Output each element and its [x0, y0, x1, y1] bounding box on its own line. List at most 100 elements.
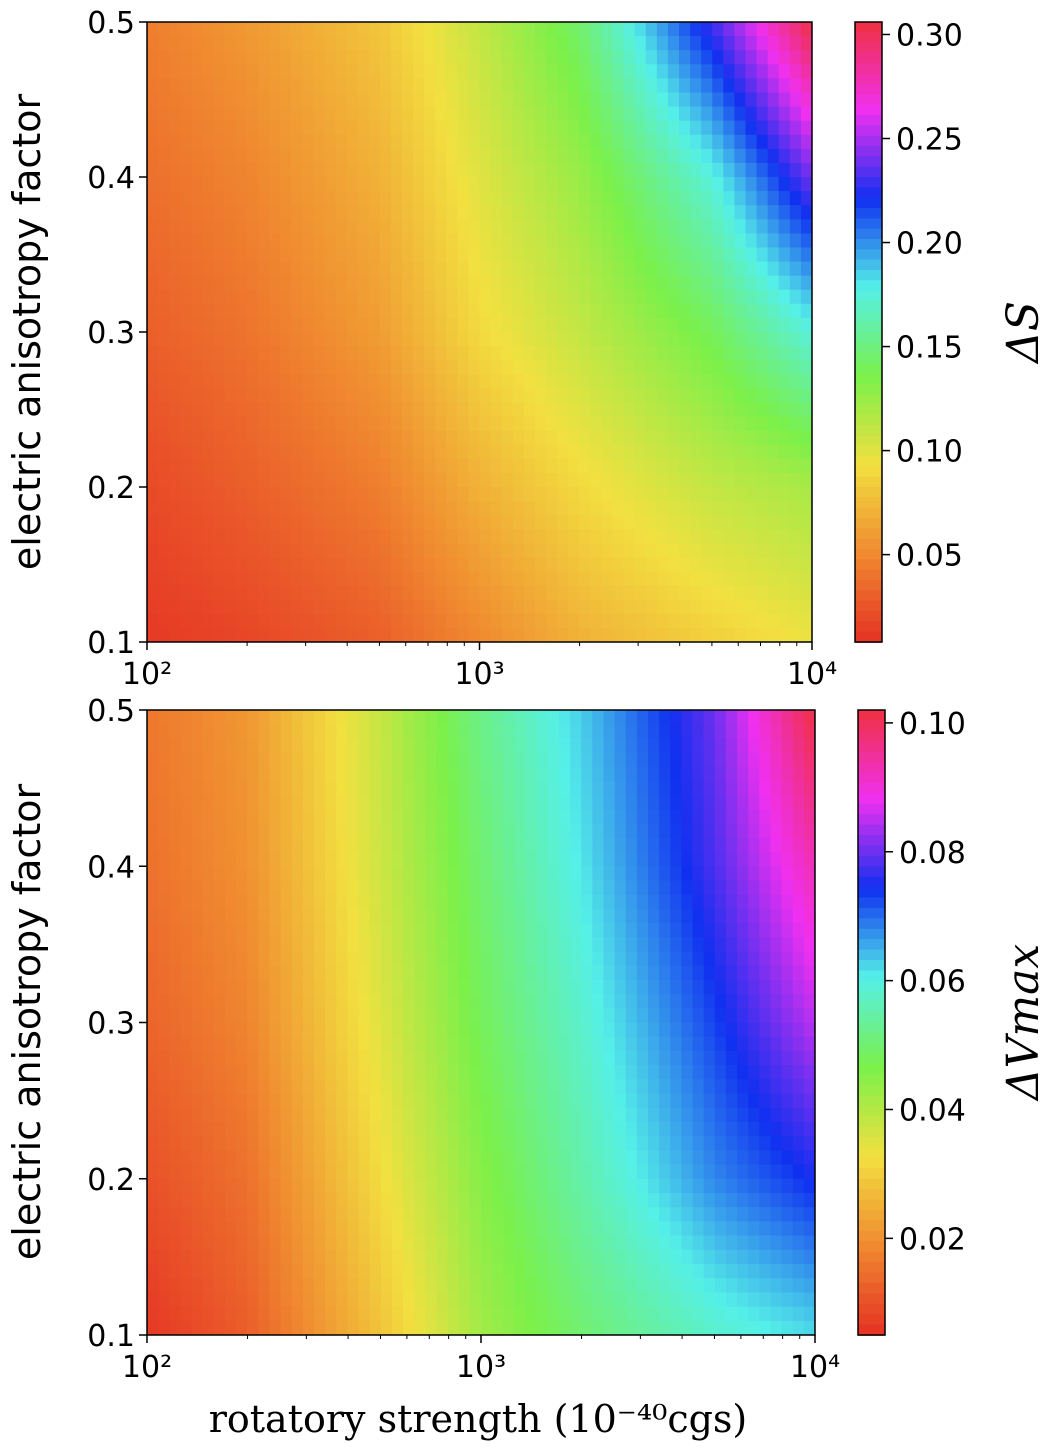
heat-cell	[224, 571, 237, 587]
heat-cell	[536, 866, 549, 882]
heat-cell	[169, 247, 182, 263]
heat-cell	[568, 487, 581, 502]
heat-cell	[413, 430, 425, 446]
heat-cell	[191, 543, 204, 559]
heat-cell	[570, 837, 582, 853]
heat-cell	[634, 501, 647, 516]
heat-cell	[670, 1278, 683, 1294]
heat-cell	[789, 64, 802, 80]
heat-cell	[557, 529, 569, 545]
heat-cell	[667, 148, 680, 164]
heat-cell	[481, 1107, 493, 1123]
heat-cell	[368, 275, 381, 291]
heat-cell	[213, 529, 226, 545]
heat-cell	[425, 795, 438, 811]
heat-cell	[512, 360, 525, 376]
heat-cell	[379, 515, 392, 531]
heat-cell	[158, 809, 171, 825]
heat-cell	[236, 724, 248, 740]
heat-cell	[546, 374, 558, 390]
heat-cell	[180, 261, 193, 277]
heat-cell	[623, 289, 636, 305]
heat-cell	[481, 710, 493, 725]
heat-cell	[224, 599, 237, 615]
heat-cell	[147, 332, 159, 347]
heat-cell	[379, 458, 392, 474]
heat-cell	[789, 557, 802, 573]
heat-cell	[667, 346, 680, 361]
heat-cell	[280, 837, 293, 853]
heat-cell	[481, 1292, 493, 1308]
heat-cell	[457, 557, 470, 573]
heat-cell	[403, 979, 415, 995]
heat-cell	[558, 823, 571, 839]
heat-cell	[690, 36, 702, 51]
x-tick-label: 10²	[122, 657, 172, 692]
heat-cell	[357, 162, 370, 178]
colorbar-band	[855, 373, 882, 385]
heat-cell	[581, 795, 594, 811]
heat-cell	[523, 191, 536, 206]
heat-cell	[523, 599, 536, 615]
heat-cell	[258, 937, 271, 953]
heat-cell	[703, 923, 716, 939]
heat-cell	[291, 177, 303, 192]
heat-cell	[380, 1079, 393, 1095]
heat-cell	[380, 1263, 393, 1279]
heat-cell	[557, 205, 569, 221]
heat-cell	[435, 134, 448, 150]
heat-cell	[648, 1221, 660, 1237]
heat-cell	[202, 557, 215, 573]
heat-cell	[380, 1036, 393, 1052]
heat-cell	[679, 416, 691, 432]
heat-cell	[158, 402, 170, 418]
heat-cell	[213, 134, 226, 150]
heat-cell	[235, 233, 248, 249]
heat-cell	[380, 1150, 393, 1166]
heat-cell	[501, 36, 514, 51]
heat-cell	[570, 1306, 582, 1322]
heat-cell	[723, 148, 736, 164]
heat-cell	[503, 1207, 516, 1223]
heat-cell	[636, 809, 649, 825]
heat-cell	[667, 416, 680, 432]
heat-cell	[413, 627, 425, 642]
heat-cell	[592, 908, 605, 924]
heat-cell	[368, 529, 381, 545]
heat-cell	[656, 374, 669, 390]
heat-cell	[424, 78, 436, 94]
colorbar-band	[855, 569, 882, 581]
heat-cell	[257, 416, 270, 432]
heat-cell	[525, 1065, 538, 1081]
heat-cell	[612, 501, 625, 516]
heat-cell	[403, 1164, 415, 1180]
y-tick-label: 0.3	[87, 316, 135, 351]
heat-cell	[368, 430, 381, 446]
heat-cell	[523, 557, 536, 573]
heat-cell	[469, 1292, 482, 1308]
heat-cell	[169, 781, 182, 797]
heat-cell	[546, 346, 558, 361]
heat-cell	[336, 994, 349, 1010]
heat-cell	[623, 205, 636, 221]
heat-cell	[625, 781, 638, 797]
heat-cell	[625, 908, 638, 924]
heat-cell	[302, 724, 315, 740]
heat-cell	[734, 529, 747, 545]
heat-cell	[158, 529, 170, 545]
heat-cell	[302, 866, 315, 882]
heat-cell	[667, 501, 680, 516]
heat-cell	[269, 837, 282, 853]
heat-cell	[346, 78, 359, 94]
heat-cell	[414, 1036, 427, 1052]
heat-cell	[368, 233, 381, 249]
heat-cell	[191, 613, 204, 629]
heat-cell	[512, 627, 525, 642]
heat-cell	[335, 289, 348, 305]
heat-cell	[670, 1320, 683, 1335]
heat-cell	[313, 599, 326, 615]
heat-cell	[625, 1221, 638, 1237]
heat-cell	[745, 233, 758, 249]
heat-cell	[692, 1022, 705, 1038]
heat-cell	[390, 430, 403, 446]
